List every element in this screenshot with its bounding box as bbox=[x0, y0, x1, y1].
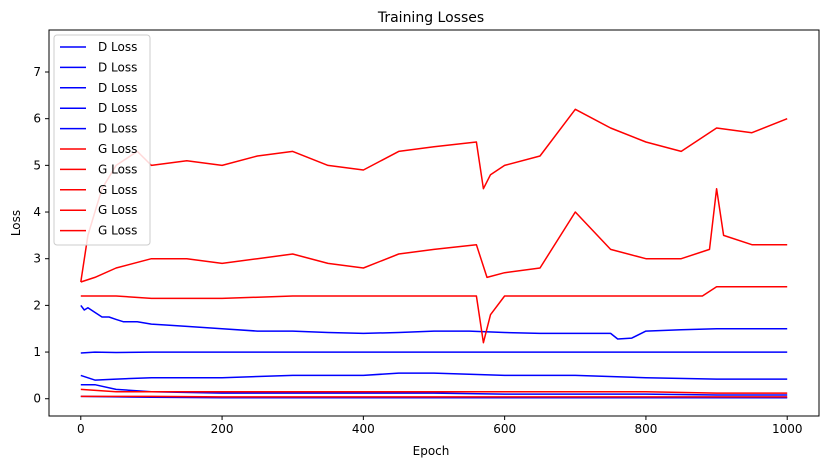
y-tick-label-0: 0 bbox=[33, 392, 41, 406]
legend-label-8: G Loss bbox=[98, 203, 137, 217]
legend-label-7: G Loss bbox=[98, 183, 137, 197]
legend-label-5: G Loss bbox=[98, 142, 137, 156]
x-tick-label-3: 600 bbox=[493, 422, 516, 436]
x-tick-label-5: 1000 bbox=[772, 422, 803, 436]
series-line-1 bbox=[80, 383, 788, 396]
x-tick-label-2: 400 bbox=[352, 422, 375, 436]
series-line-6 bbox=[80, 187, 788, 283]
legend-label-4: D Loss bbox=[98, 122, 137, 136]
plot-frame bbox=[48, 29, 820, 417]
legend-label-9: G Loss bbox=[98, 224, 137, 238]
series-line-8 bbox=[80, 388, 788, 394]
y-tick-label-4: 4 bbox=[33, 205, 41, 219]
legend-label-1: D Loss bbox=[98, 60, 137, 74]
legend-label-6: G Loss bbox=[98, 162, 137, 176]
legend: D Loss D Loss D Loss D Loss D Loss G Loss G Lo… bbox=[53, 34, 151, 246]
y-axis-label: Loss bbox=[9, 210, 23, 236]
y-tick-label-6: 6 bbox=[33, 112, 41, 126]
series-line-0 bbox=[80, 304, 788, 340]
y-tick-label-2: 2 bbox=[33, 298, 41, 312]
plot-area bbox=[49, 30, 819, 416]
series-line-4 bbox=[80, 372, 788, 381]
x-tick-label-1: 200 bbox=[211, 422, 234, 436]
chart-title: Training Losses bbox=[377, 10, 484, 26]
series-line-7 bbox=[80, 285, 788, 344]
legend-label-2: D Loss bbox=[98, 81, 137, 95]
x-tick-label-0: 0 bbox=[77, 422, 85, 436]
ticks-layer: 0 200 400 600 800 1000 0 1 2 3 4 5 6 7 bbox=[33, 65, 802, 436]
x-axis-label: Epoch bbox=[413, 444, 450, 458]
y-tick-label-3: 3 bbox=[33, 252, 41, 266]
y-tick-label-7: 7 bbox=[33, 65, 41, 79]
series-line-3 bbox=[80, 395, 788, 399]
series-line-9 bbox=[80, 395, 788, 398]
legend-label-3: D Loss bbox=[98, 101, 137, 115]
x-tick-label-4: 800 bbox=[634, 422, 657, 436]
legend-label-0: D Loss bbox=[98, 40, 137, 54]
y-tick-label-1: 1 bbox=[33, 345, 41, 359]
series-line-2 bbox=[80, 351, 788, 354]
y-tick-label-5: 5 bbox=[33, 158, 41, 172]
